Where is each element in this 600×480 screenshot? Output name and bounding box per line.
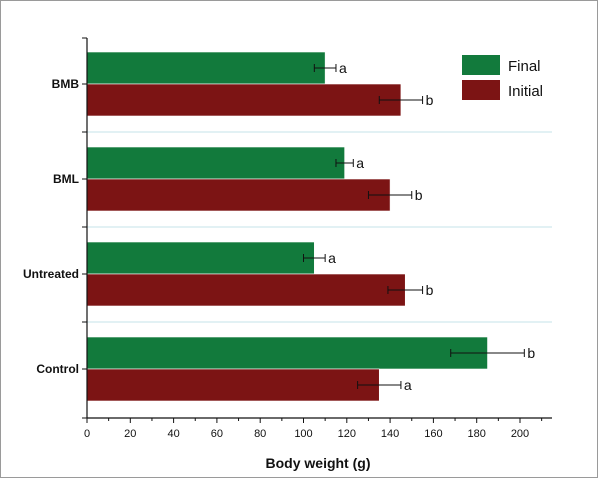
legend: Final Initial	[462, 55, 543, 100]
bar-initial-control	[86, 368, 380, 402]
bar-initial-bmb	[86, 83, 402, 117]
bar-initial-bml	[86, 178, 391, 212]
category-label: Untreated	[23, 267, 79, 281]
bar-final-control	[86, 336, 488, 370]
significance-label: b	[426, 92, 434, 108]
category-label: Control	[36, 362, 79, 376]
x-tick-label: 140	[381, 428, 399, 440]
category-separators	[87, 131, 552, 323]
bar-final-untreated	[86, 241, 315, 275]
legend-label-initial: Initial	[508, 83, 543, 100]
significance-label: b	[527, 345, 535, 361]
bar-initial-untreated	[86, 273, 406, 307]
bar-final-bml	[86, 146, 345, 180]
legend-label-final: Final	[508, 58, 541, 75]
significance-label: b	[415, 187, 423, 203]
significance-label: a	[356, 155, 364, 171]
x-tick-label: 60	[211, 428, 223, 440]
significance-label: b	[426, 282, 434, 298]
bars-group: a b a b a b b a	[86, 51, 535, 402]
axes-group	[86, 38, 552, 419]
x-tick-label: 120	[338, 428, 356, 440]
x-tick-label: 100	[294, 428, 312, 440]
y-axis-ticks: BMB BML Untreated Control	[23, 37, 87, 419]
x-tick-label: 200	[511, 428, 529, 440]
significance-label: a	[339, 60, 347, 76]
x-axis-ticks: 0 20 40 60 80 100 120 140 160 180 200	[84, 418, 543, 440]
x-tick-label: 40	[167, 428, 179, 440]
significance-label: a	[404, 377, 412, 393]
x-tick-label: 0	[84, 428, 90, 440]
category-label: BMB	[52, 77, 80, 91]
legend-swatch-final	[462, 55, 500, 75]
x-tick-label: 20	[124, 428, 136, 440]
legend-swatch-initial	[462, 80, 500, 100]
bar-final-bmb	[86, 51, 326, 85]
x-tick-label: 180	[468, 428, 486, 440]
x-tick-label: 160	[424, 428, 442, 440]
category-label: BML	[53, 172, 79, 186]
x-axis-title: Body weight (g)	[266, 455, 371, 471]
significance-label: a	[328, 250, 336, 266]
x-tick-label: 80	[254, 428, 266, 440]
